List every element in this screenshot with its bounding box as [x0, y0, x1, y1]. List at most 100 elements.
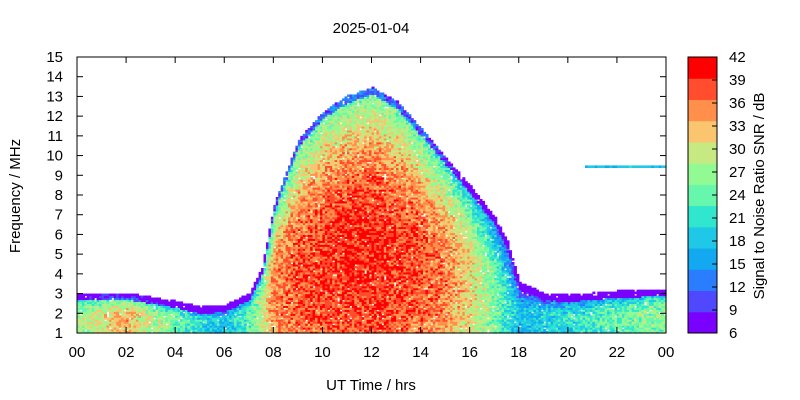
heatmap-cell: [96, 293, 100, 297]
heatmap-cell: [77, 329, 81, 332]
heatmap-cell: [113, 319, 117, 322]
heatmap-cell: [194, 311, 198, 314]
heatmap-cell: [116, 329, 120, 332]
heatmap-cell: [138, 299, 142, 303]
heatmap-cell: [143, 323, 147, 326]
heatmap-cell: [202, 323, 206, 326]
heatmap-cell: [184, 325, 189, 328]
heatmap-cell: [182, 329, 186, 332]
heatmap-cell: [153, 297, 157, 301]
heatmap-cell: [128, 307, 132, 310]
heatmap-cell: [199, 311, 203, 314]
heatmap-cell: [86, 311, 90, 314]
heatmap-cell: [128, 325, 132, 328]
heatmap-cell: [140, 329, 144, 332]
heatmap-cell: [157, 325, 162, 328]
heatmap-cell: [111, 311, 115, 314]
heatmap-cell: [135, 297, 139, 301]
heatmap-cell: [153, 325, 157, 328]
heatmap-cell: [172, 307, 176, 310]
heatmap-cell: [133, 323, 137, 326]
heatmap-cell: [150, 317, 154, 320]
heatmap-cell: [214, 313, 218, 316]
heatmap-cell: [202, 309, 206, 312]
heatmap-cell: [170, 307, 174, 310]
heatmap-cell: [209, 305, 213, 308]
heatmap-cell: [180, 301, 184, 305]
heatmap-cell: [160, 307, 164, 310]
heatmap-cell: [167, 327, 171, 330]
heatmap-cell: [145, 331, 149, 334]
heatmap-cell: [145, 319, 149, 322]
heatmap-cell: [94, 311, 98, 314]
heatmap-cell: [86, 327, 90, 330]
heatmap-cell: [207, 323, 211, 326]
heatmap-cell: [182, 319, 186, 322]
heatmap-cell: [189, 315, 193, 318]
heatmap-cell: [121, 311, 125, 314]
heatmap-cell: [101, 299, 105, 303]
heatmap-cell: [165, 305, 169, 308]
heatmap-cell: [108, 303, 112, 306]
heatmap-cell: [155, 311, 159, 314]
heatmap-cell: [143, 319, 147, 322]
heatmap-cell: [94, 331, 98, 334]
heatmap-cell: [113, 317, 117, 320]
heatmap-cell: [130, 325, 135, 328]
heatmap-cell: [160, 311, 164, 314]
heatmap-cell: [182, 323, 186, 326]
heatmap-cell: [118, 299, 122, 303]
heatmap-cell: [182, 327, 186, 330]
heatmap-cell: [94, 325, 98, 328]
heatmap-cell: [77, 305, 81, 308]
heatmap-cell: [216, 327, 220, 330]
heatmap-cell: [89, 313, 93, 316]
heatmap-cell: [180, 319, 184, 322]
heatmap-cell: [180, 315, 184, 318]
heatmap-cell: [175, 317, 179, 320]
heatmap-cell: [197, 325, 201, 328]
heatmap-cell: [133, 325, 137, 328]
heatmap-cell: [126, 293, 130, 297]
heatmap-cell: [189, 329, 193, 332]
heatmap-cell: [162, 323, 166, 326]
heatmap-cell: [101, 331, 105, 334]
heatmap-cell: [91, 311, 95, 314]
heatmap-cell: [192, 323, 196, 326]
heatmap-cell: [123, 331, 127, 334]
heatmap-cell: [123, 293, 127, 297]
heatmap-cell: [94, 305, 98, 308]
heatmap-cell: [96, 325, 100, 328]
heatmap-cell: [84, 317, 88, 320]
heatmap-cell: [133, 301, 137, 305]
heatmap-cell: [86, 321, 90, 324]
heatmap-cell: [189, 317, 193, 320]
heatmap-cell: [194, 317, 198, 320]
heatmap-cell: [113, 329, 117, 332]
heatmap-cell: [128, 297, 132, 301]
heatmap-cell: [111, 323, 115, 326]
heatmap-cell: [89, 319, 93, 322]
heatmap-cell: [106, 299, 110, 303]
heatmap-cell: [126, 325, 130, 328]
heatmap-cell: [216, 321, 220, 324]
heatmap-cell: [157, 313, 162, 316]
heatmap-cell: [113, 293, 117, 297]
heatmap-cell: [123, 307, 127, 310]
heatmap-cell: [194, 331, 198, 334]
heatmap-cell: [204, 315, 208, 318]
heatmap-cell: [101, 325, 105, 328]
heatmap-cell: [96, 319, 100, 322]
heatmap-cell: [172, 321, 176, 324]
heatmap-cell: [180, 321, 184, 324]
heatmap-cell: [130, 307, 135, 310]
heatmap-cell: [138, 297, 142, 301]
heatmap-cell: [182, 303, 186, 306]
heatmap-cell: [155, 303, 159, 306]
heatmap-cell: [170, 327, 174, 330]
heatmap-cell: [180, 323, 184, 326]
heatmap-cell: [89, 297, 93, 301]
heatmap-cell: [118, 307, 122, 310]
heatmap-cell: [123, 325, 127, 328]
heatmap-cell: [113, 331, 117, 334]
